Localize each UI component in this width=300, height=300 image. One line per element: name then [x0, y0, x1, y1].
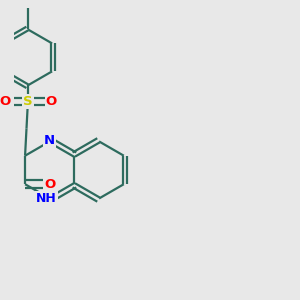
Text: NH: NH [36, 192, 57, 205]
Text: S: S [23, 95, 33, 108]
Text: O: O [44, 178, 56, 191]
Text: N: N [44, 134, 55, 146]
Text: O: O [46, 95, 57, 108]
Text: O: O [0, 95, 10, 108]
